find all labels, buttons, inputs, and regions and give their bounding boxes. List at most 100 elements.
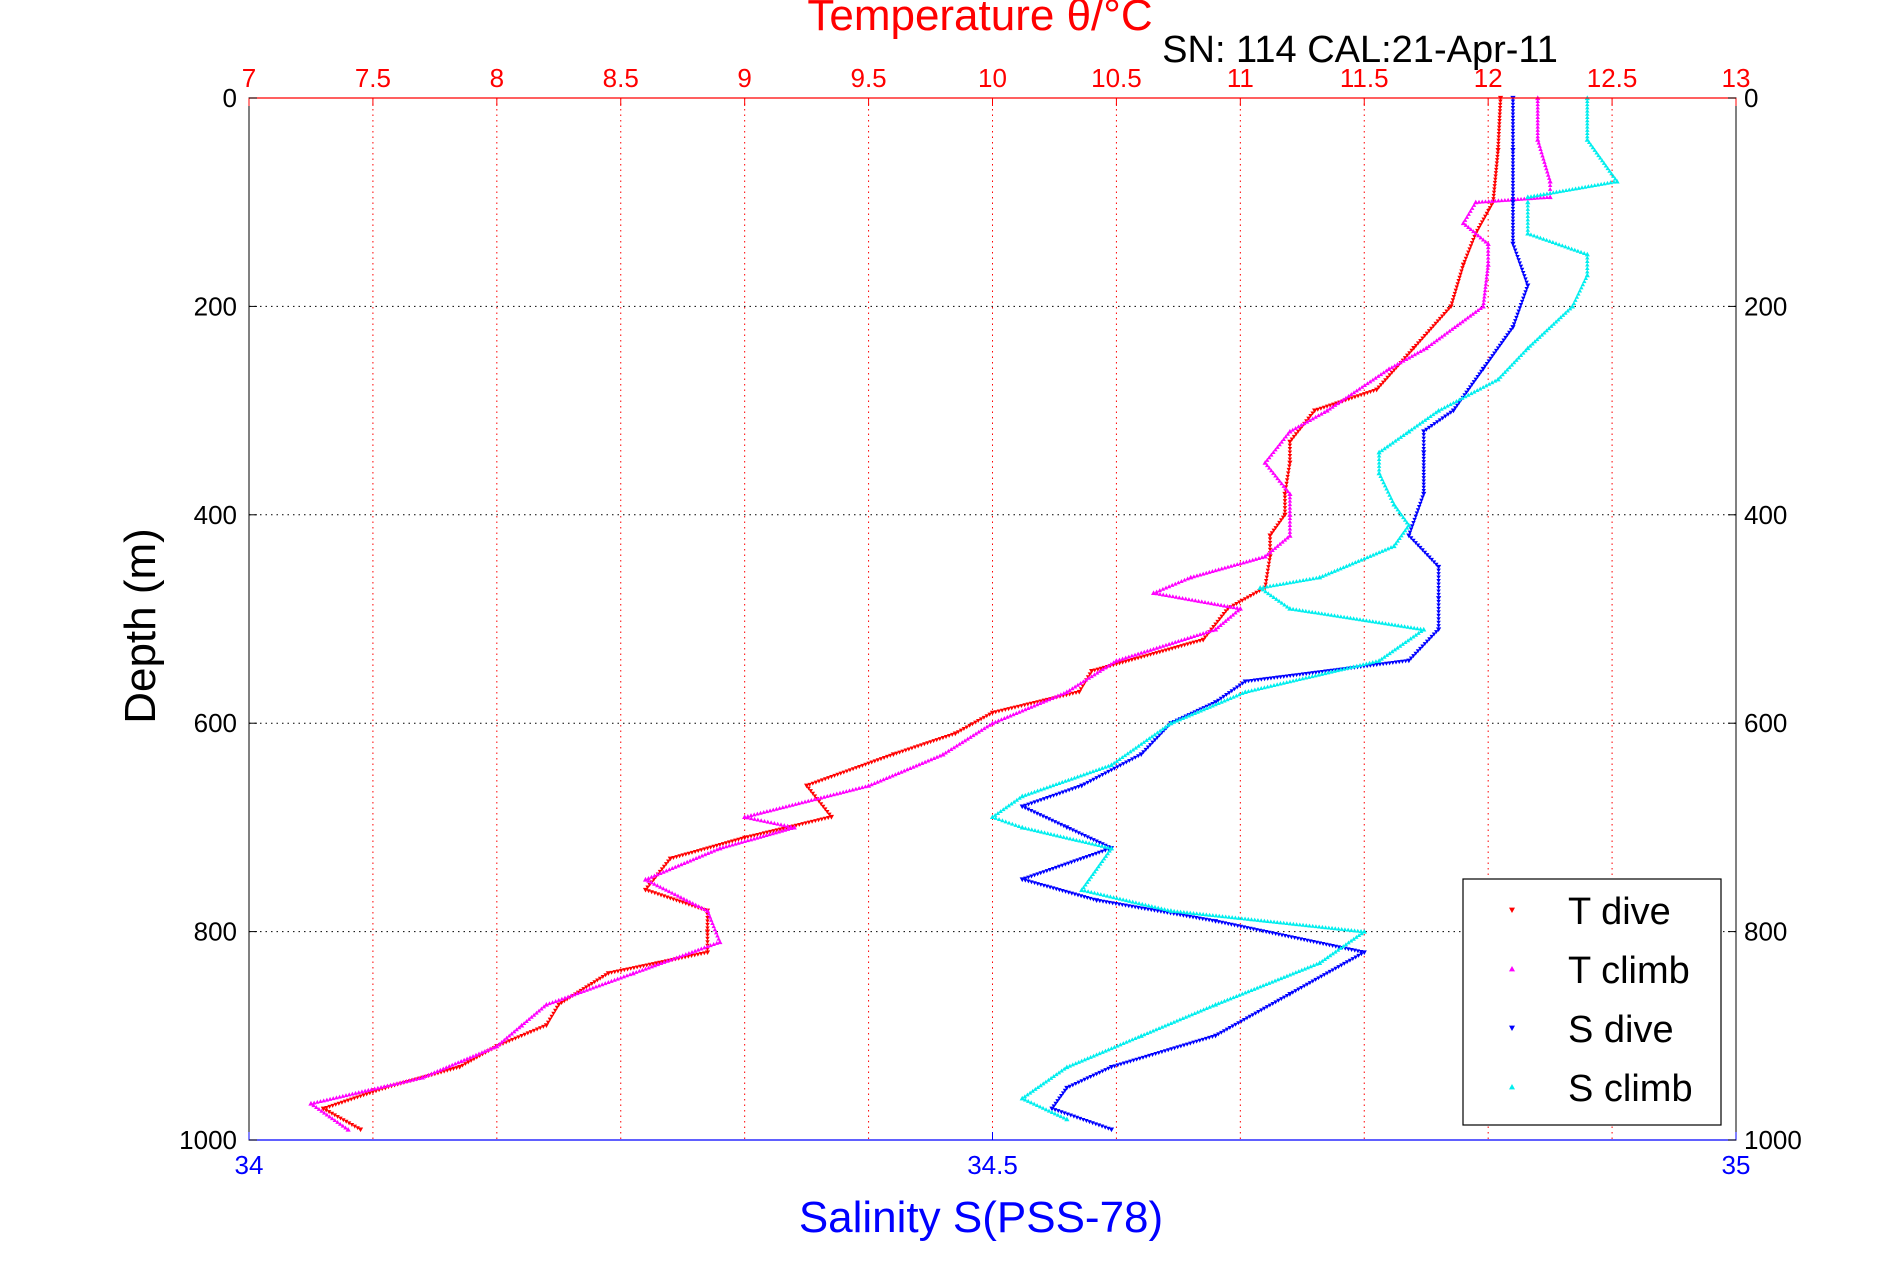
profile-marker (1218, 696, 1224, 701)
profile-marker (796, 801, 801, 806)
profile-marker (774, 828, 779, 833)
profile-marker (1236, 1021, 1241, 1026)
profile-marker (681, 861, 687, 866)
profile-marker (751, 836, 757, 841)
profile-marker (948, 747, 954, 752)
profile-marker (1267, 537, 1273, 542)
profile-marker (708, 849, 714, 854)
profile-marker (1174, 718, 1180, 723)
profile-marker (1370, 377, 1376, 382)
profile-marker (1262, 918, 1267, 923)
profile-marker (1281, 581, 1286, 586)
profile-marker (1200, 571, 1206, 576)
profile-marker (875, 779, 880, 784)
profile-marker (806, 820, 812, 825)
profile-marker (844, 789, 849, 794)
profile-marker (1402, 356, 1408, 361)
profile-marker (1284, 481, 1289, 486)
profile-marker (1225, 697, 1230, 702)
profile-marker (1254, 590, 1259, 595)
profile-marker (1416, 630, 1421, 635)
profile-marker (837, 790, 843, 795)
profile-marker (1226, 914, 1232, 919)
data-point (1510, 148, 1516, 153)
profile-marker (993, 812, 998, 817)
profile-marker (1522, 196, 1527, 201)
profile-marker (1341, 397, 1346, 402)
profile-marker (1279, 600, 1284, 605)
data-point (1212, 1033, 1219, 1039)
profile-marker (1175, 909, 1180, 914)
profile-marker (1019, 704, 1024, 709)
profile-marker (352, 1096, 357, 1101)
profile-marker (1165, 910, 1170, 915)
profile-marker (1187, 914, 1193, 919)
profile-marker (754, 835, 760, 840)
profile-marker (961, 727, 967, 732)
profile-marker (1525, 210, 1531, 215)
x-axis-bottom-tick-label: 34.5 (967, 1150, 1018, 1180)
profile-marker (1330, 944, 1335, 948)
profile-marker (1184, 910, 1190, 915)
profile-marker (1386, 621, 1391, 626)
profile-marker (1057, 1096, 1062, 1101)
profile-marker (1332, 402, 1338, 407)
profile-marker (1415, 341, 1421, 346)
profile-marker (1447, 328, 1452, 333)
profile-marker (1465, 315, 1470, 320)
profile-marker (1263, 930, 1269, 935)
profile-marker (1016, 704, 1021, 709)
profile-marker (1396, 623, 1401, 628)
profile-marker (1093, 1122, 1099, 1127)
profile-marker (1510, 102, 1516, 107)
profile-marker (1365, 381, 1370, 386)
profile-marker (1265, 568, 1271, 573)
profile-marker (1577, 288, 1583, 293)
data-point (1450, 408, 1457, 414)
profile-marker (1436, 575, 1441, 580)
profile-marker (816, 818, 821, 823)
profile-marker (1425, 415, 1430, 420)
profile-marker (1486, 208, 1491, 213)
profile-marker (547, 1017, 553, 1022)
profile-marker (1429, 342, 1434, 347)
profile-marker (1481, 384, 1486, 389)
profile-marker (1094, 670, 1100, 675)
profile-marker (1045, 831, 1050, 836)
profile-marker (1146, 903, 1151, 908)
profile-marker (1212, 601, 1217, 606)
profile-marker (1090, 1121, 1095, 1126)
profile-marker (1275, 977, 1281, 982)
profile-marker (1357, 617, 1363, 622)
profile-marker (1297, 922, 1303, 927)
profile-marker (1378, 372, 1384, 377)
profile-marker (996, 817, 1002, 822)
data-point (1480, 366, 1486, 372)
profile-marker (1513, 248, 1518, 253)
profile-marker (327, 1096, 333, 1101)
profile-marker (1058, 1114, 1064, 1119)
profile-marker (652, 963, 658, 968)
profile-marker (1420, 336, 1425, 341)
profile-marker (1492, 351, 1497, 356)
profile-marker (1437, 418, 1443, 423)
profile-marker (1049, 695, 1055, 700)
data-point (791, 824, 797, 830)
profile-marker (1224, 693, 1229, 697)
profile-marker (1410, 524, 1415, 529)
profile-marker (319, 1108, 324, 1113)
profile-marker (1399, 512, 1404, 517)
data-point (1423, 345, 1429, 351)
profile-marker (916, 762, 922, 767)
profile-marker (788, 826, 794, 831)
profile-marker (1280, 539, 1285, 544)
profile-marker (711, 848, 717, 853)
profile-marker (1355, 394, 1361, 399)
profile-marker (1510, 122, 1516, 127)
profile-marker (1535, 108, 1540, 113)
profile-marker (1222, 603, 1227, 608)
profile-marker (1279, 933, 1285, 938)
profile-marker (1308, 964, 1313, 969)
profile-marker (1215, 625, 1221, 630)
profile-marker (650, 962, 656, 967)
